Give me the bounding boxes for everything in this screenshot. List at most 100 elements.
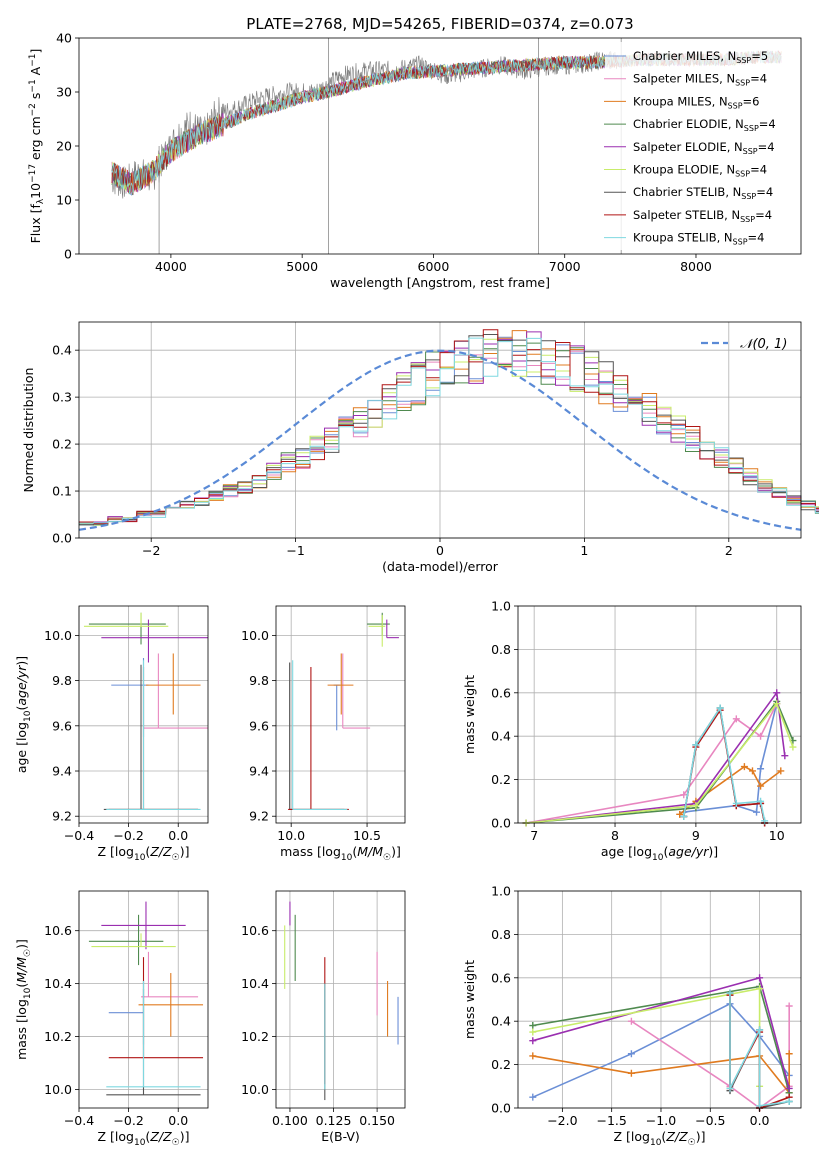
errorbar-salpeter-stelib	[108, 667, 199, 810]
axis-decor-mass-weight-vs-Z: −2.0 −1.5 −1.0 −0.5 0.0 0.0 0.2 0.4 0.6 0.8 1.0 Z […	[462, 884, 802, 1148]
series-marker	[756, 974, 764, 982]
tick-label-y: 10	[56, 193, 72, 208]
tick-label-y: 10.6	[44, 923, 72, 938]
errorbar-chabrier-elodie	[88, 914, 164, 966]
legend-entry: Chabrier STELIB, NSSP=4	[633, 185, 773, 201]
y-axis-label: Normed distribution	[21, 368, 36, 493]
x-axis-label: E(B-V)	[321, 1129, 360, 1144]
series-salpeter-elodie	[522, 689, 789, 827]
tick-label-x: −0.5	[695, 1113, 725, 1128]
errorbar-salpeter-stelib	[108, 957, 204, 1059]
tick-label-y: 0.4	[491, 1014, 511, 1029]
tick-label-x: 10	[769, 828, 785, 843]
series-marker	[680, 791, 688, 799]
series-marker	[529, 1037, 537, 1045]
errorbar-kroupa-miles	[327, 653, 354, 715]
series-kroupa-stelib	[680, 704, 769, 825]
tick-label-x: 10.5	[353, 828, 381, 843]
errorbar-kroupa-stelib	[106, 660, 201, 810]
observed-spectrum	[111, 51, 618, 199]
errorbar-kroupa-elodie	[91, 933, 176, 948]
series-marker	[757, 765, 765, 773]
tick-label-x: 4000	[155, 259, 187, 274]
tick-label-x: −0.4	[64, 1113, 94, 1128]
tick-label-x: 10.0	[277, 828, 305, 843]
series-marker	[757, 782, 765, 790]
axes-mass-vs-EBV: 0.100 0.125 0.150 10.0 10.2 10.4 10.6 E(B-V)	[241, 890, 406, 1144]
tick-label-x: 0.100	[272, 1113, 308, 1128]
plot-area-residuals	[78, 329, 819, 531]
series-line	[526, 690, 786, 824]
legend-entry: Kroupa STELIB, NSSP=4	[633, 231, 764, 247]
axes-spectrum: 4000 5000 6000 7000 8000 0 10 20 30 40 wavelength …	[28, 31, 802, 290]
errorbar-chabrier-miles	[333, 684, 340, 731]
tick-label-y: 0.0	[52, 531, 72, 546]
errorbar-salpeter-miles	[141, 951, 199, 998]
errorbar-salpeter-elodie	[386, 619, 399, 639]
series-marker	[757, 732, 765, 740]
axes-residuals: −2 −1 0 1 2 0.0 0.1 0.2 0.3 0.4 𝒩(0, 1) (data-model…	[21, 321, 819, 574]
tick-label-y: 0.8	[491, 642, 511, 657]
tick-label-y: 9.6	[52, 718, 72, 733]
tick-label-x: 0.150	[359, 1113, 395, 1128]
axes-frame	[78, 605, 209, 824]
errorbar-chabrier-stelib	[103, 664, 199, 810]
errorbar-kroupa-stelib	[106, 980, 201, 1088]
series-marker	[740, 763, 748, 771]
x-axis-label: (data-model)/error	[382, 559, 499, 574]
y-axis-label: mass weight	[462, 675, 477, 754]
series-marker	[692, 802, 700, 810]
tick-label-x: −0.4	[64, 828, 94, 843]
series-marker	[781, 752, 789, 760]
series-marker	[726, 989, 734, 997]
tick-label-y: 10.0	[241, 628, 269, 643]
tick-label-x: −2	[142, 543, 160, 558]
legend-entry: Kroupa MILES, NSSP=6	[633, 94, 759, 110]
errorbar-salpeter-elodie	[101, 901, 186, 950]
tick-label-x: 1	[580, 543, 588, 558]
plot-area-mass-weight-vs-Z	[529, 974, 793, 1112]
tick-label-y: 20	[56, 139, 72, 154]
histogram-salpeter-miles	[79, 350, 819, 525]
tick-label-x: −1.5	[596, 1113, 626, 1128]
series-marker	[785, 1050, 793, 1058]
series-marker	[777, 767, 785, 775]
tick-label-y: 10.2	[44, 1029, 72, 1044]
x-axis-label: wavelength [Angstrom, rest frame]	[330, 275, 550, 290]
tick-label-x: 8000	[680, 259, 712, 274]
series-marker	[676, 810, 684, 818]
x-axis-label: mass [log10(M/M☉)]	[280, 844, 401, 863]
legend-entry: Kroupa ELODIE, NSSP=4	[633, 163, 767, 179]
tick-label-y: 0.4	[52, 343, 72, 358]
tick-label-y: 9.8	[249, 673, 269, 688]
series-marker	[627, 1069, 635, 1077]
axes-age-vs-Z: −0.4 −0.2 0.0 9.2 9.4 9.6 9.8 10.0 Z [log10(Z/Z☉…	[14, 605, 209, 863]
legend-entry: Chabrier MILES, NSSP=5	[633, 49, 768, 65]
tick-label-y: 10.2	[241, 1029, 269, 1044]
series-kroupa-elodie	[529, 985, 764, 1090]
series-marker	[732, 715, 740, 723]
series-marker	[789, 743, 797, 751]
tick-label-y: 9.2	[52, 809, 72, 824]
tick-label-x: 0	[436, 543, 444, 558]
histogram-chabrier-elodie	[79, 342, 819, 526]
tick-label-y: 0.6	[491, 970, 511, 985]
axes-mass-weight-vs-age: 7 8 9 10 0.0 0.2 0.4 0.6 0.8 1.0 age [log10(age/yr…	[462, 599, 802, 863]
legend: Chabrier MILES, NSSP=5 Salpeter MILES, NS…	[604, 42, 798, 250]
series-marker	[627, 1017, 635, 1025]
axis-decor-residuals: −2 −1 0 1 2 0.0 0.1 0.2 0.3 0.4 𝒩(0, 1) (data-model…	[21, 321, 802, 574]
axes-frame	[517, 890, 802, 1109]
series-marker	[529, 1028, 537, 1036]
errorbar-kroupa-stelib	[292, 660, 348, 810]
axes-mass-weight-vs-Z: −2.0 −1.5 −1.0 −0.5 0.0 0.0 0.2 0.4 0.6 0.8 1.0 Z […	[462, 884, 802, 1148]
legend-entry: Salpeter STELIB, NSSP=4	[633, 208, 772, 224]
y-axis-label: mass [log10(M/M☉)]	[14, 939, 33, 1060]
x-axis-label: Z [log10(Z/Z☉)]	[98, 1129, 190, 1148]
tick-label-x: 0.0	[750, 1113, 770, 1128]
axes-frame	[517, 605, 802, 824]
errorbar-chabrier-miles	[108, 980, 145, 1045]
series-marker	[753, 808, 761, 816]
figure-title: PLATE=2768, MJD=54265, FIBERID=0374, z=0…	[246, 15, 633, 33]
